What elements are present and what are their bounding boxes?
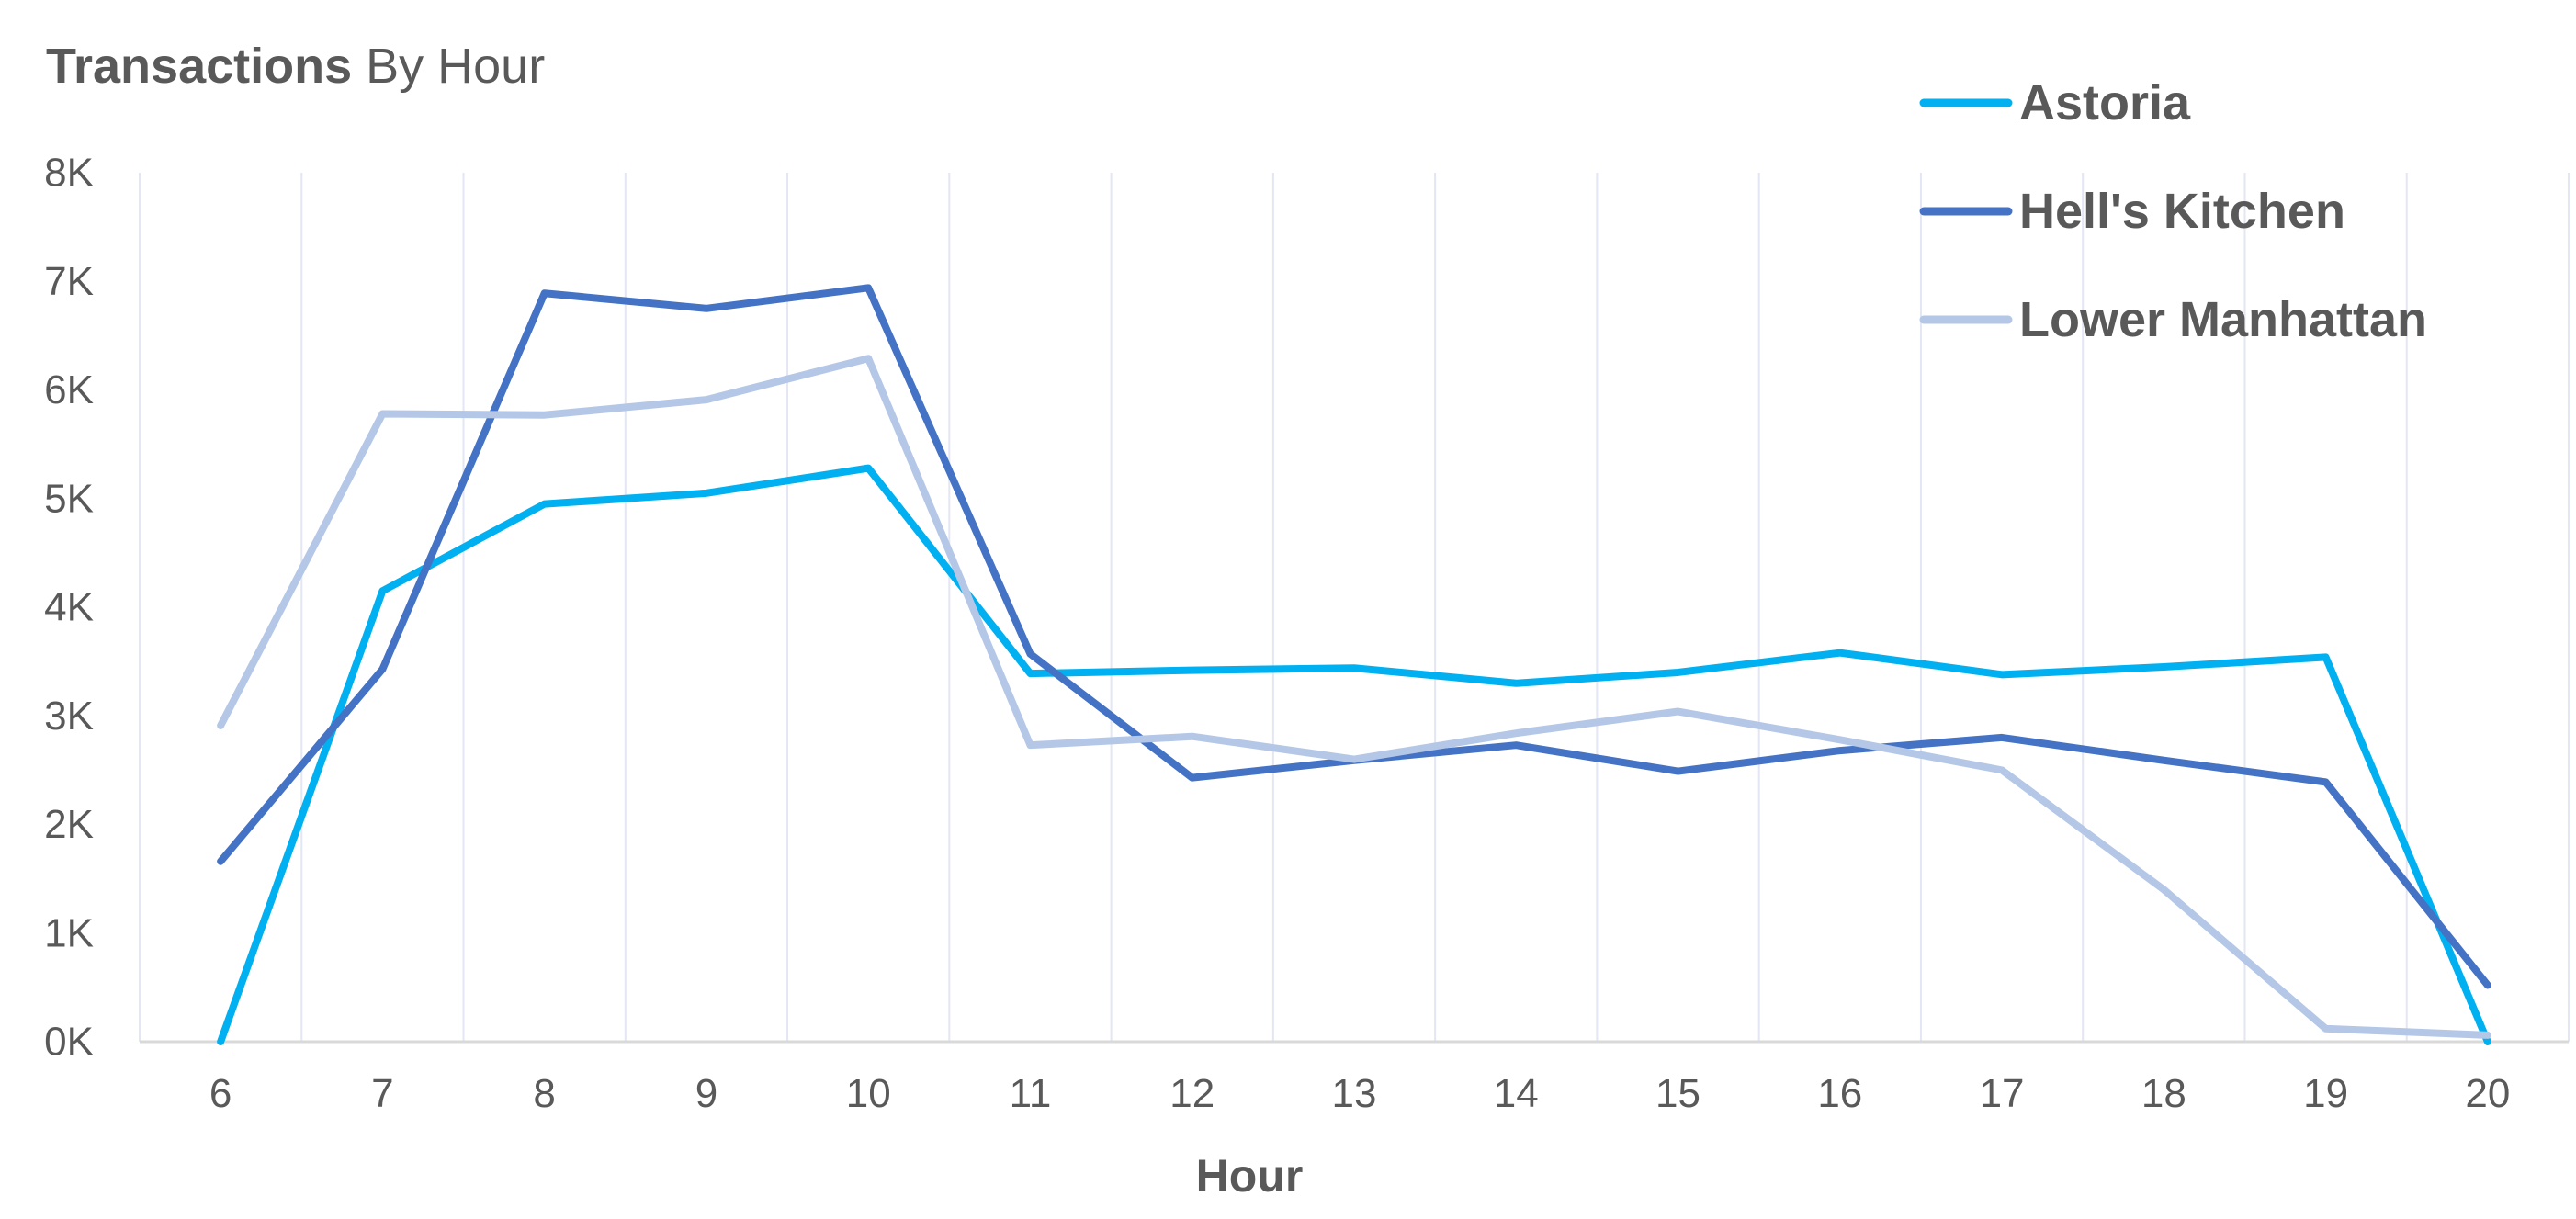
legend: Astoria Hell's Kitchen Lower Manhattan — [1919, 75, 2427, 347]
x-tick-label: 6 — [209, 1071, 232, 1116]
series-line-lower-manhattan — [217, 355, 2491, 1039]
x-tick-label: 13 — [1332, 1071, 1377, 1116]
x-axis-title: Hour — [1196, 1150, 1304, 1202]
chart-title-text: Transactions By Hour — [46, 39, 545, 94]
y-tick-label: 2K — [44, 802, 94, 847]
x-tick-label: 17 — [1980, 1071, 2025, 1116]
x-tick-label: 9 — [695, 1071, 717, 1116]
x-tick-label: 12 — [1169, 1071, 1215, 1116]
series-line-astoria — [217, 464, 2491, 1045]
x-tick-label: 11 — [1010, 1071, 1052, 1116]
x-tick-label: 19 — [2303, 1071, 2348, 1116]
x-tick-label: 15 — [1655, 1071, 1700, 1116]
legend-label: Astoria — [2019, 75, 2191, 130]
chart-title: Transactions By Hour — [46, 39, 545, 94]
y-tick-label: 4K — [44, 585, 94, 630]
chart-title-normal: By Hour — [352, 39, 545, 94]
legend-label: Lower Manhattan — [2019, 292, 2427, 347]
y-tick-label: 1K — [44, 910, 94, 955]
y-tick-label: 5K — [44, 476, 94, 521]
chart-title-bold: Transactions — [46, 39, 352, 94]
y-tick-label: 6K — [44, 367, 94, 412]
x-tick-label: 16 — [1817, 1071, 1862, 1116]
y-tick-label: 0K — [44, 1020, 94, 1065]
y-tick-label: 8K — [44, 151, 94, 196]
x-tick-label: 14 — [1494, 1071, 1539, 1116]
x-tick-label: 7 — [371, 1071, 393, 1116]
x-tick-label: 18 — [2141, 1071, 2186, 1116]
x-tick-label: 8 — [533, 1071, 555, 1116]
y-tick-label: 7K — [44, 259, 94, 304]
axes: 0K 1K 2K 3K 4K 5K 6K 7K 8K 6 7 8 9 10 11 12 13 14 15 16 17 18… — [44, 151, 2569, 1202]
x-tick-label: 10 — [846, 1071, 891, 1116]
series-lines — [217, 284, 2491, 1045]
y-tick-label: 3K — [44, 694, 94, 739]
legend-label: Hell's Kitchen — [2019, 184, 2345, 239]
x-tick-label: 20 — [2465, 1071, 2510, 1116]
